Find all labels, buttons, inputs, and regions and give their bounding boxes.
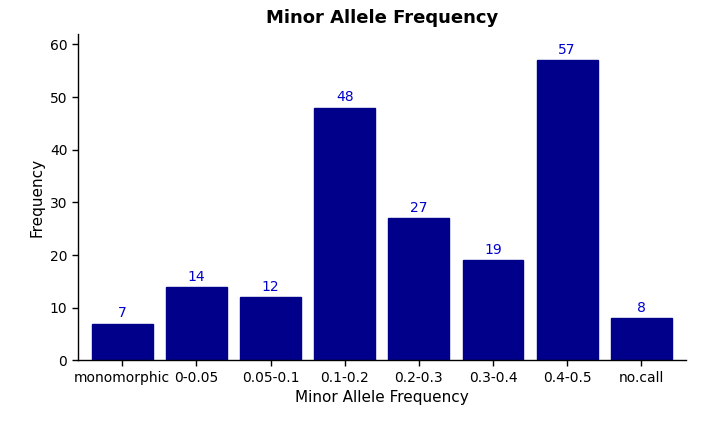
Bar xyxy=(166,287,227,360)
Bar xyxy=(611,318,672,360)
X-axis label: Minor Allele Frequency: Minor Allele Frequency xyxy=(295,391,469,405)
Bar xyxy=(315,108,375,360)
Text: 8: 8 xyxy=(637,301,645,315)
Bar xyxy=(240,297,301,360)
Text: 7: 7 xyxy=(118,307,127,321)
Text: 57: 57 xyxy=(559,43,576,57)
Text: 48: 48 xyxy=(336,90,354,104)
Bar xyxy=(388,218,449,360)
Text: 14: 14 xyxy=(187,270,205,284)
Y-axis label: Frequency: Frequency xyxy=(29,158,44,237)
Title: Minor Allele Frequency: Minor Allele Frequency xyxy=(266,9,498,27)
Bar xyxy=(92,324,153,360)
Text: 12: 12 xyxy=(262,280,279,294)
Text: 27: 27 xyxy=(410,201,428,215)
Bar xyxy=(462,260,523,360)
Bar xyxy=(537,60,597,360)
Text: 19: 19 xyxy=(484,243,502,257)
